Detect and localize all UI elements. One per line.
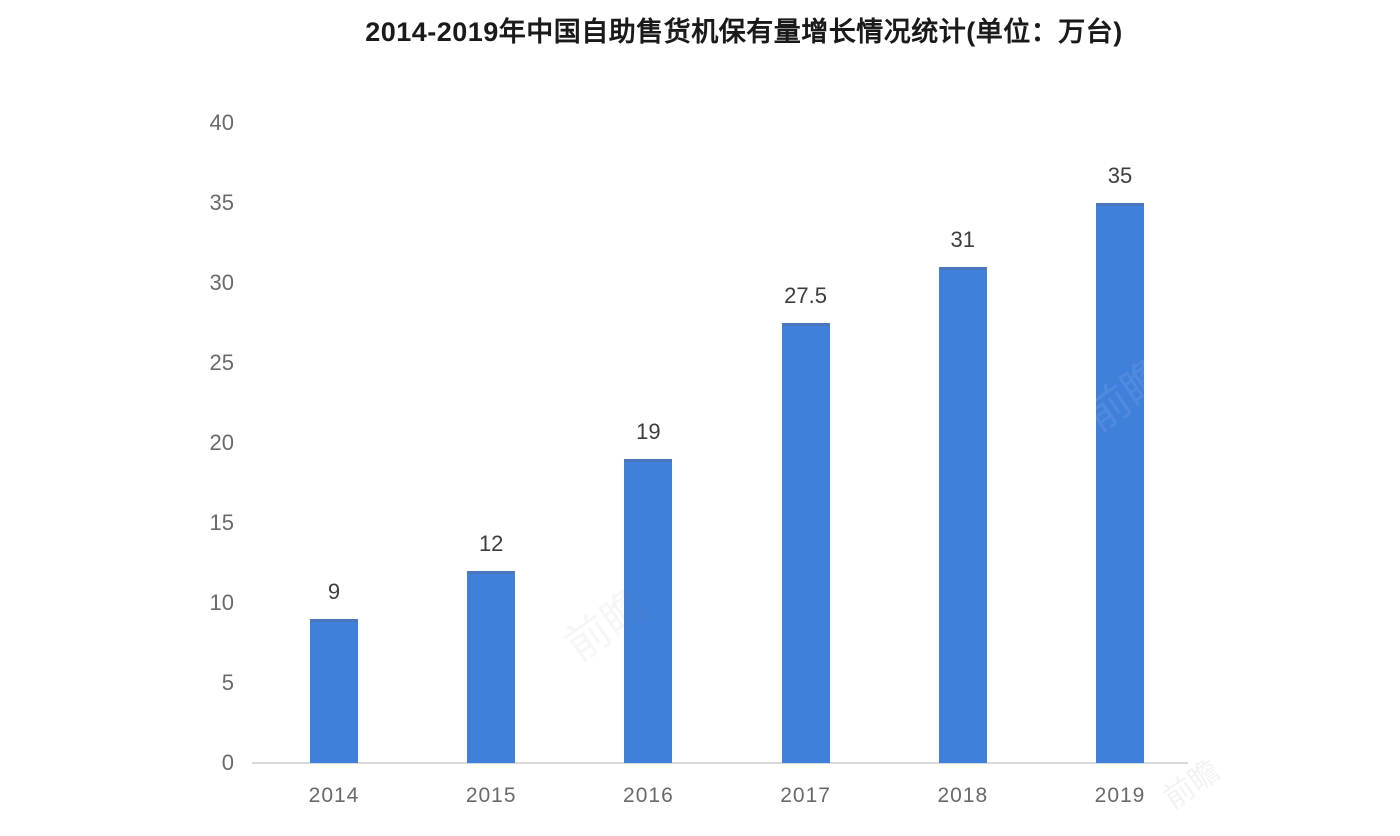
y-tick-label-30: 30: [209, 270, 234, 295]
x-tick-label-2016: 2016: [623, 784, 674, 807]
bar-2017: [781, 323, 830, 763]
chart-title: 2014-2019年中国自助售货机保有量增长情况统计(单位：万台): [365, 17, 1123, 47]
value-label-2018: 31: [950, 227, 976, 252]
x-tick-label-2015: 2015: [465, 784, 517, 807]
y-tick-label-10: 10: [209, 590, 234, 615]
y-tick-label-40: 40: [209, 110, 234, 135]
y-tick-label-35: 35: [209, 190, 234, 215]
y-tick-label-5: 5: [221, 670, 234, 695]
y-tick-label-15: 15: [209, 510, 234, 535]
bar-2019: [1096, 203, 1144, 763]
value-label-2015: 12: [478, 531, 504, 556]
y-tick-label-20: 20: [209, 430, 234, 455]
x-tick-label-2018: 2018: [937, 784, 989, 807]
x-tick-label-2014: 2014: [308, 784, 360, 807]
bar-2015: [467, 571, 516, 763]
x-axis-line: [252, 762, 1188, 764]
bar-2018: [938, 267, 987, 763]
value-label-2019: 35: [1107, 163, 1133, 188]
value-label-2016: 19: [636, 419, 661, 444]
x-tick-label-2019: 2019: [1094, 784, 1146, 807]
y-tick-label-25: 25: [209, 350, 234, 375]
y-tick-label-0: 0: [221, 750, 234, 775]
x-tick-label-2017: 2017: [780, 784, 831, 807]
bar-2014: [310, 619, 358, 763]
value-label-2017: 27.5: [784, 283, 827, 308]
value-label-2014: 9: [327, 579, 341, 604]
bar-2016: [624, 459, 673, 763]
